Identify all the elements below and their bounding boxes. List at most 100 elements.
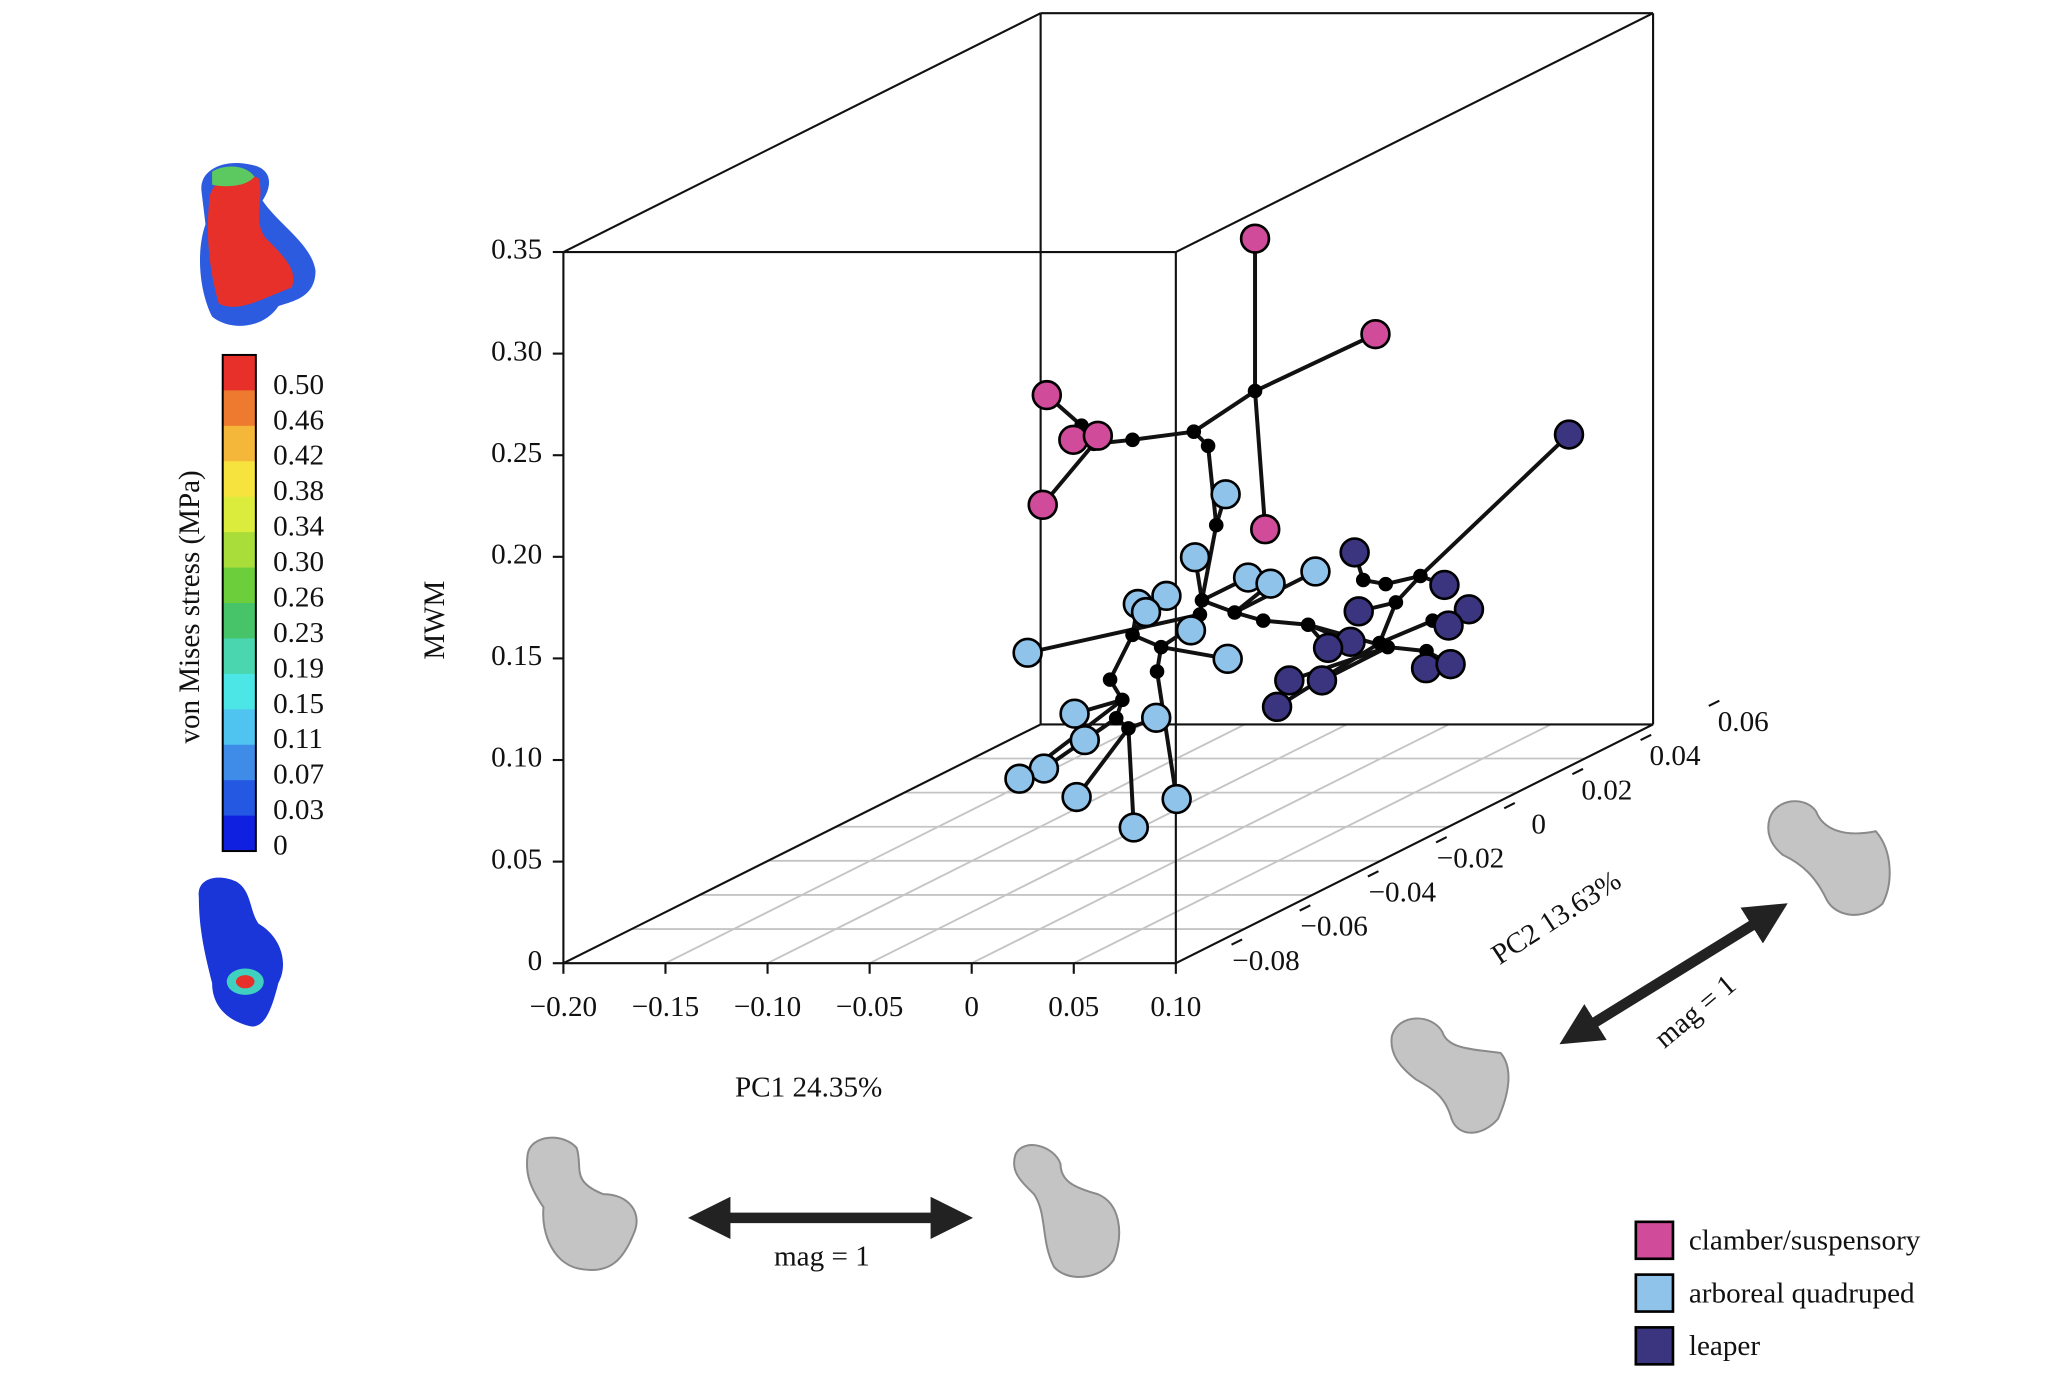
colorbar-band xyxy=(222,390,256,427)
y-tick-label: −0.06 xyxy=(1300,911,1367,943)
colorbar-tick-label: 0.15 xyxy=(273,688,324,720)
annotation: mag = 1 xyxy=(774,1240,870,1272)
x-axis-title: PC1 24.35% xyxy=(735,1072,882,1104)
ancestral-node xyxy=(1378,576,1393,592)
species-point xyxy=(1261,691,1293,723)
tree-branch xyxy=(1288,645,1389,683)
box-edge xyxy=(562,12,1042,253)
species-point xyxy=(1429,569,1460,601)
species-point xyxy=(1012,637,1043,668)
grid-line xyxy=(1073,723,1552,965)
species-point xyxy=(1082,420,1114,451)
tree-branch xyxy=(1253,390,1268,530)
ancestral-node xyxy=(1115,692,1130,708)
species-point xyxy=(1274,665,1305,696)
ancestral-node xyxy=(1255,613,1271,628)
ancestral-node xyxy=(1194,593,1210,608)
species-point xyxy=(1255,568,1286,599)
colorbar-tick-label: 0.26 xyxy=(273,582,324,614)
species-point xyxy=(1249,514,1281,545)
x-tick-label: 0.10 xyxy=(1150,991,1201,1023)
y-tick xyxy=(1299,904,1311,912)
ancestral-node xyxy=(1380,639,1396,655)
y-tick xyxy=(1503,802,1516,810)
z-tick-label: 0.30 xyxy=(491,335,542,367)
species-point xyxy=(1175,615,1207,646)
colorbar-tick-label: 0.11 xyxy=(273,723,323,755)
species-point xyxy=(1058,424,1089,455)
stress-bone-low xyxy=(198,877,284,1027)
z-tick-label: 0.10 xyxy=(491,742,542,774)
colorbar-band xyxy=(222,567,256,604)
colorbar-tick-label: 0.34 xyxy=(273,511,324,543)
colorbar-tick-label: 0.03 xyxy=(273,794,324,826)
legend-label: clamber/suspensory xyxy=(1689,1225,1921,1257)
tree-branch xyxy=(1132,429,1195,442)
ancestral-node xyxy=(1200,438,1216,454)
ancestral-node xyxy=(1121,721,1136,736)
grid-line xyxy=(665,723,1144,965)
tree-branch xyxy=(1263,618,1309,627)
ancestral-node xyxy=(1227,605,1242,620)
z-tick-label: 0.15 xyxy=(491,640,542,672)
colorbar-band xyxy=(222,815,256,852)
x-tick-label: 0 xyxy=(964,991,979,1023)
colorbar-tick-label: 0.38 xyxy=(273,475,324,507)
colorbar-band xyxy=(222,496,256,533)
y-tick-label: −0.08 xyxy=(1232,945,1299,977)
species-point xyxy=(1360,318,1391,350)
ancestral-node xyxy=(1208,517,1224,533)
legend-swatch xyxy=(1634,1273,1675,1313)
tree-branch xyxy=(1126,728,1136,828)
z-tick-label: 0.05 xyxy=(491,843,542,875)
stress-bone-high-green xyxy=(212,166,255,187)
species-point xyxy=(1433,610,1464,641)
colorbar-band xyxy=(222,602,256,639)
bone-shape xyxy=(525,1136,638,1272)
species-point xyxy=(1061,781,1092,813)
grid-line xyxy=(869,723,1348,965)
species-point xyxy=(1306,665,1338,696)
tree-branch xyxy=(1206,445,1219,526)
tree-branch xyxy=(1378,618,1434,645)
colorbar-tick-label: 0.23 xyxy=(273,617,324,649)
species-point xyxy=(1059,698,1090,729)
box-edge xyxy=(562,723,1042,965)
colorbar-frame xyxy=(221,353,257,853)
box-edge xyxy=(1175,12,1654,253)
species-point xyxy=(1151,580,1182,612)
double-arrow xyxy=(1559,903,1788,1045)
stress-spot-core xyxy=(235,975,255,989)
legend-label: leaper xyxy=(1689,1330,1761,1362)
species-point xyxy=(1130,596,1162,628)
y-tick xyxy=(1367,870,1379,878)
colorbar-band xyxy=(222,532,256,568)
species-point xyxy=(1410,653,1442,684)
ancestral-node xyxy=(1186,424,1202,439)
z-tick-label: 0.35 xyxy=(491,234,542,266)
y-axis-title: PC2 13.63% xyxy=(1486,864,1627,971)
grid-line xyxy=(971,723,1450,965)
species-point xyxy=(1339,537,1370,568)
y-tick xyxy=(1231,938,1243,946)
y-tick-label: 0.06 xyxy=(1718,706,1769,738)
ancestral-node xyxy=(1413,568,1428,584)
colorbar-tick-label: 0.19 xyxy=(273,652,324,684)
colorbar-tick-label: 0.50 xyxy=(273,369,324,401)
colorbar-band xyxy=(222,780,256,817)
bone-shape xyxy=(1390,1017,1510,1134)
y-tick xyxy=(1708,699,1720,707)
species-point xyxy=(1179,542,1211,573)
colorbar-tick-label: 0.46 xyxy=(273,404,324,436)
colorbar-tick-label: 0 xyxy=(273,830,288,862)
bone-shape xyxy=(1767,800,1891,916)
species-point xyxy=(1140,702,1172,733)
species-point xyxy=(1312,632,1344,664)
tree-branch xyxy=(1192,389,1257,434)
stress-bone-high-red xyxy=(207,174,294,307)
x-tick-label: −0.15 xyxy=(632,991,699,1023)
y-tick-label: −0.02 xyxy=(1437,843,1504,875)
legend-swatch xyxy=(1634,1220,1675,1261)
species-point xyxy=(1118,812,1150,843)
